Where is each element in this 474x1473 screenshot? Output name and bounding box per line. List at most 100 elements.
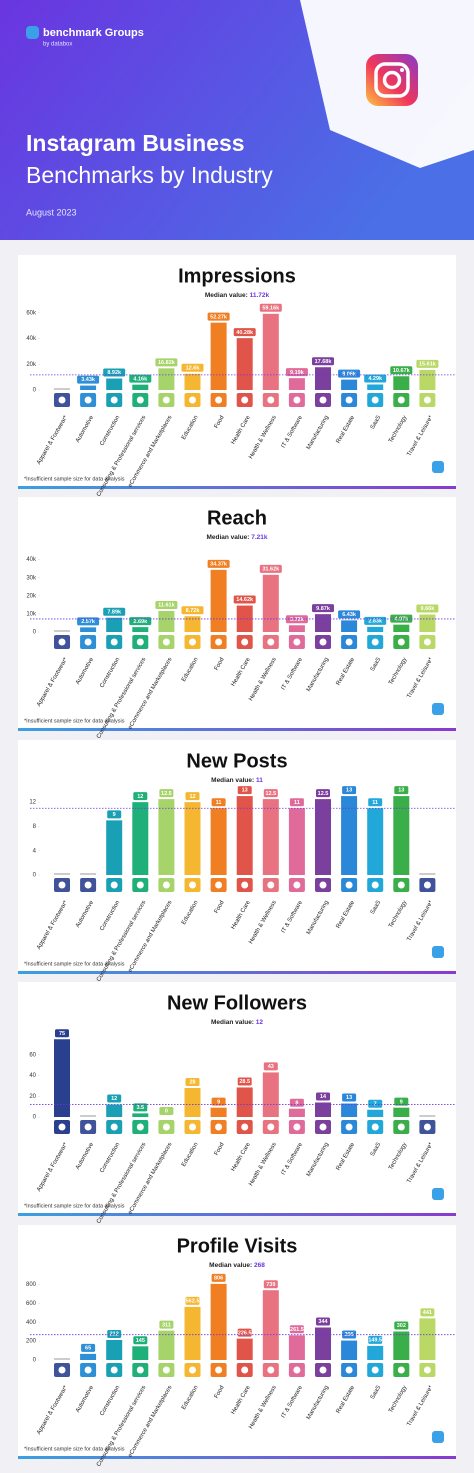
bar	[132, 802, 149, 875]
bar	[315, 1102, 331, 1117]
value-label-bg	[181, 606, 204, 615]
value-label-bg	[316, 1092, 330, 1101]
y-tick-label: 20	[29, 1094, 36, 1100]
median-caption: Median value:	[205, 292, 248, 299]
value-label: 13	[398, 788, 404, 794]
value-label-bg	[185, 1296, 200, 1305]
category-icon-glyph	[241, 396, 249, 404]
category-icon-glyph	[293, 638, 301, 646]
bar	[393, 796, 410, 875]
value-label: 4.07k	[394, 616, 409, 622]
category-icon-glyph	[110, 1366, 118, 1374]
y-tick-label: 10k	[26, 611, 37, 617]
databox-badge	[432, 703, 444, 715]
card-underline	[18, 728, 456, 731]
y-tick-label: 60k	[26, 310, 37, 316]
bar	[80, 627, 97, 632]
y-tick-label: 400	[26, 1320, 37, 1326]
bar	[393, 376, 410, 390]
footnote: *Insufficient sample size for data analy…	[24, 961, 125, 967]
category-icon-glyph	[423, 1123, 431, 1131]
category-icon-glyph	[397, 1123, 405, 1131]
bar	[262, 1072, 279, 1117]
value-label: 562.5	[186, 1299, 200, 1305]
bar	[236, 338, 253, 390]
databox-badge	[432, 946, 444, 958]
value-label: 16.82k	[158, 360, 176, 366]
databox-badge	[432, 461, 444, 473]
category-icon-glyph	[215, 396, 223, 404]
value-label-bg	[233, 328, 256, 337]
bar	[158, 799, 175, 875]
category-icon-glyph	[267, 638, 275, 646]
category-icon-glyph	[423, 1366, 431, 1374]
instagram-logo-dot	[400, 68, 404, 72]
bar	[80, 385, 97, 390]
median-label: 11	[256, 777, 263, 784]
value-label-bg	[312, 357, 334, 366]
bar	[315, 1327, 331, 1360]
value-label: 11.61k	[158, 603, 175, 609]
value-label: 2.83k	[368, 619, 383, 625]
y-tick-label: 40k	[26, 557, 37, 563]
value-label: 261.5	[290, 1327, 304, 1333]
category-icon-glyph	[345, 638, 353, 646]
y-tick-label: 800	[26, 1282, 37, 1288]
category-icon-glyph	[110, 881, 118, 889]
bar	[262, 574, 279, 632]
footnote: *Insufficient sample size for data analy…	[24, 1446, 125, 1452]
bar	[132, 627, 149, 632]
value-label: 12.5	[318, 791, 329, 797]
value-label: 12.6k	[186, 365, 201, 371]
value-label-bg	[181, 363, 204, 372]
value-label: 302	[397, 1323, 406, 1329]
bar	[184, 1306, 201, 1360]
bar	[210, 322, 227, 390]
value-label-bg	[155, 358, 178, 367]
value-label: 739	[266, 1282, 275, 1288]
brand-icon	[26, 26, 39, 39]
category-icon-glyph	[162, 638, 170, 646]
y-tick-label: 0	[33, 1358, 37, 1364]
bar	[367, 384, 384, 390]
category-icon-glyph	[189, 1366, 196, 1374]
category-icon-glyph	[84, 638, 92, 646]
bar	[236, 605, 253, 632]
date: August 2023	[26, 207, 77, 217]
bar	[419, 614, 436, 632]
category-icon-glyph	[241, 1366, 249, 1374]
median-text: Median value: 11.72k	[205, 292, 270, 299]
bar	[184, 802, 201, 875]
value-label-bg	[342, 786, 357, 795]
category-icon-glyph	[423, 396, 431, 404]
chart-title: Impressions	[178, 265, 296, 287]
value-label-bg	[133, 1103, 148, 1112]
value-label-bg	[263, 1062, 278, 1071]
category-icon-glyph	[162, 1366, 170, 1374]
value-label-bg	[103, 607, 126, 616]
y-tick-label: 0	[33, 873, 37, 879]
bar	[315, 614, 331, 632]
category-icon-glyph	[215, 1123, 223, 1131]
category-icon-glyph	[58, 638, 66, 646]
bar	[262, 1290, 279, 1360]
category-icon-glyph	[215, 638, 223, 646]
bar	[210, 1107, 227, 1117]
value-label: 7.89k	[107, 609, 122, 615]
category-icon-glyph	[162, 881, 170, 889]
bar	[184, 1087, 201, 1117]
value-label-bg	[259, 303, 282, 312]
category-icon-glyph	[241, 1123, 249, 1131]
category-icon-glyph	[58, 396, 66, 404]
value-label-bg	[342, 1093, 357, 1102]
bar	[288, 1335, 305, 1360]
footnote: *Insufficient sample size for data analy…	[24, 718, 125, 724]
value-label: 311	[162, 1322, 171, 1328]
value-label-bg	[285, 615, 308, 624]
category-icon-glyph	[58, 1366, 66, 1374]
median-caption: Median value:	[209, 1262, 252, 1269]
category-icon-glyph	[293, 396, 301, 404]
value-label-bg	[185, 792, 200, 801]
category-icon-glyph	[215, 881, 223, 889]
